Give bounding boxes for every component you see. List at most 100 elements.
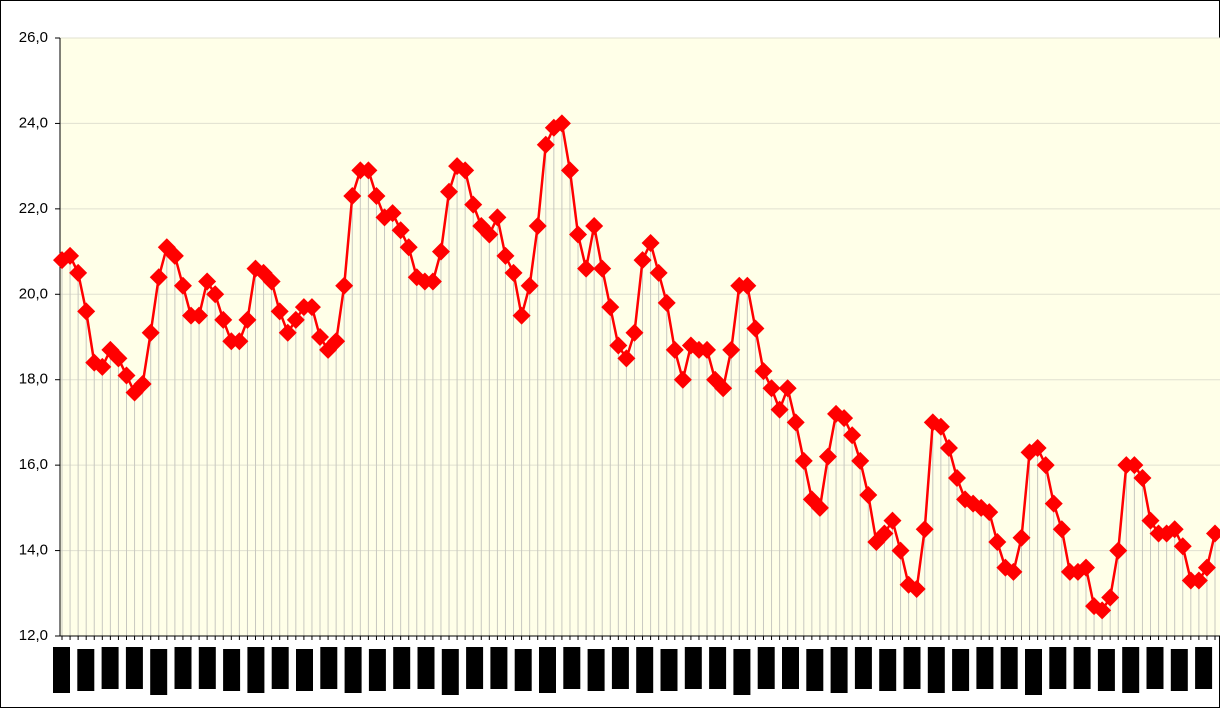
marker (423, 272, 442, 291)
marker (520, 276, 539, 295)
redacted-label (393, 647, 411, 689)
redacted-label (782, 647, 799, 689)
redacted-label (1170, 649, 1188, 691)
marker (1093, 601, 1112, 620)
marker (609, 336, 628, 355)
redacted-label (320, 647, 338, 689)
redacted-label (296, 649, 313, 691)
y-tick-label: 24,0 (19, 114, 48, 131)
marker (117, 366, 136, 385)
marker (1141, 511, 1160, 530)
marker (343, 187, 362, 206)
marker (1133, 468, 1152, 487)
marker (262, 272, 281, 291)
redacted-label (441, 649, 459, 695)
marker (1012, 528, 1031, 547)
marker (560, 161, 579, 180)
marker (633, 251, 652, 270)
marker (980, 503, 999, 522)
marker (109, 349, 128, 368)
redacted-label (684, 647, 702, 689)
marker (988, 533, 1007, 552)
y-tick-label: 22,0 (19, 200, 48, 217)
marker (722, 340, 741, 359)
marker (246, 259, 265, 278)
marker (835, 409, 854, 428)
marker (794, 451, 813, 470)
redacted-label (927, 647, 945, 693)
marker (335, 276, 354, 295)
marker (657, 293, 676, 312)
marker (496, 246, 515, 265)
marker (278, 323, 297, 342)
marker (778, 379, 797, 398)
marker (818, 447, 837, 466)
redacted-label (539, 647, 556, 693)
redacted-label (125, 647, 143, 689)
redacted-label (198, 647, 216, 689)
redacted-label (1025, 649, 1042, 695)
marker (1044, 494, 1063, 513)
marker (1109, 541, 1128, 560)
marker (286, 310, 305, 329)
marker (585, 216, 604, 235)
marker (230, 332, 249, 351)
redacted-label (903, 647, 921, 689)
redacted-label (1049, 647, 1067, 689)
marker (1028, 439, 1047, 458)
marker (552, 114, 571, 133)
marker (1076, 558, 1095, 577)
data-line (61, 121, 1217, 613)
marker (1173, 537, 1192, 556)
marker (665, 340, 684, 359)
redacted-label (1097, 649, 1115, 691)
y-tick-label: 20,0 (19, 285, 48, 302)
redacted-label (854, 647, 872, 689)
marker (480, 225, 499, 244)
marker (843, 426, 862, 445)
marker (786, 413, 805, 432)
redacted-label (417, 647, 435, 689)
marker (440, 182, 459, 201)
marker (431, 242, 450, 261)
marker (504, 263, 523, 282)
marker (617, 349, 636, 368)
marker (915, 520, 934, 539)
marker (77, 302, 96, 321)
marker (754, 362, 773, 381)
marker (464, 195, 483, 214)
redacted-label (587, 649, 605, 691)
redacted-label (490, 647, 508, 689)
redacted-label (1073, 647, 1091, 689)
marker (61, 246, 80, 265)
marker (851, 451, 870, 470)
marker (641, 234, 660, 253)
marker (399, 238, 418, 257)
redacted-label (466, 647, 484, 689)
redacted-label (806, 649, 824, 691)
marker (93, 357, 112, 376)
redacted-label (1122, 647, 1140, 693)
marker (1206, 524, 1220, 543)
marker (391, 221, 410, 240)
redacted-label (101, 647, 119, 689)
redacted-label (1146, 647, 1164, 689)
marker (1165, 520, 1184, 539)
redacted-label (733, 649, 751, 695)
marker (931, 417, 950, 436)
redacted-label (830, 647, 848, 693)
marker (738, 276, 757, 295)
redacted-label (150, 649, 168, 695)
marker (762, 379, 781, 398)
marker (770, 400, 789, 419)
redacted-label (660, 649, 678, 691)
marker (1101, 588, 1120, 607)
marker (883, 511, 902, 530)
marker (141, 323, 160, 342)
redacted-label (1000, 647, 1018, 689)
marker (601, 298, 620, 317)
redacted-label (952, 649, 970, 691)
y-tick-label: 14,0 (19, 542, 48, 559)
marker (214, 310, 233, 329)
